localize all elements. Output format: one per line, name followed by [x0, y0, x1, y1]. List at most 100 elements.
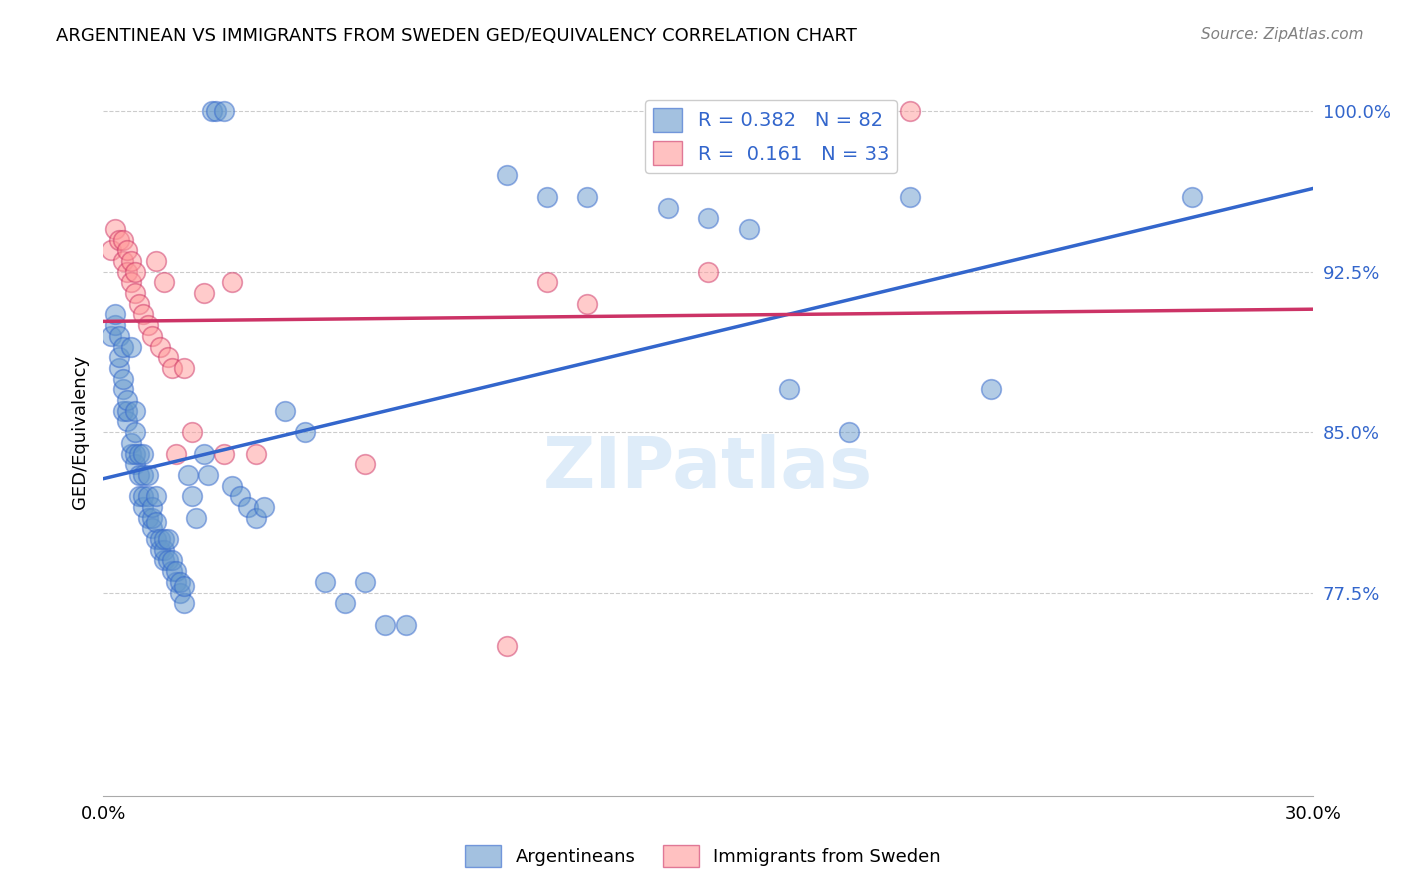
- Point: [354, 457, 377, 471]
- Point: [136, 318, 159, 333]
- Point: [152, 532, 174, 546]
- Point: [104, 308, 127, 322]
- Point: [184, 510, 207, 524]
- Point: [160, 553, 183, 567]
- Point: [395, 617, 418, 632]
- Point: [124, 403, 146, 417]
- Point: [112, 372, 135, 386]
- Point: [169, 574, 191, 589]
- Point: [354, 574, 377, 589]
- Point: [173, 596, 195, 610]
- Point: [697, 265, 720, 279]
- Point: [141, 510, 163, 524]
- Point: [152, 276, 174, 290]
- Point: [145, 489, 167, 503]
- Point: [1181, 190, 1204, 204]
- Point: [141, 521, 163, 535]
- Point: [245, 446, 267, 460]
- Point: [374, 617, 396, 632]
- Point: [576, 297, 599, 311]
- Point: [152, 553, 174, 567]
- Point: [898, 104, 921, 119]
- Point: [778, 383, 800, 397]
- Point: [245, 510, 267, 524]
- Point: [132, 308, 155, 322]
- Point: [495, 169, 517, 183]
- Point: [838, 425, 860, 439]
- Point: [156, 532, 179, 546]
- Point: [152, 542, 174, 557]
- Point: [120, 254, 142, 268]
- Point: [117, 403, 139, 417]
- Point: [160, 564, 183, 578]
- Point: [100, 244, 122, 258]
- Point: [294, 425, 316, 439]
- Point: [145, 254, 167, 268]
- Point: [156, 553, 179, 567]
- Point: [117, 244, 139, 258]
- Point: [193, 446, 215, 460]
- Point: [141, 329, 163, 343]
- Point: [160, 361, 183, 376]
- Point: [229, 489, 252, 503]
- Point: [333, 596, 356, 610]
- Point: [173, 579, 195, 593]
- Point: [145, 532, 167, 546]
- Point: [180, 425, 202, 439]
- Point: [149, 542, 172, 557]
- Point: [108, 329, 131, 343]
- Point: [112, 254, 135, 268]
- Point: [112, 233, 135, 247]
- Point: [136, 510, 159, 524]
- Point: [117, 265, 139, 279]
- Point: [149, 532, 172, 546]
- Point: [124, 457, 146, 471]
- Point: [132, 467, 155, 482]
- Point: [536, 276, 558, 290]
- Point: [117, 392, 139, 407]
- Point: [205, 104, 228, 119]
- Point: [128, 467, 150, 482]
- Point: [136, 489, 159, 503]
- Point: [238, 500, 260, 514]
- Point: [169, 585, 191, 599]
- Point: [180, 489, 202, 503]
- Point: [117, 414, 139, 428]
- Point: [145, 515, 167, 529]
- Point: [132, 446, 155, 460]
- Point: [165, 446, 187, 460]
- Point: [112, 403, 135, 417]
- Point: [149, 340, 172, 354]
- Point: [136, 467, 159, 482]
- Legend: Argentineans, Immigrants from Sweden: Argentineans, Immigrants from Sweden: [458, 838, 948, 874]
- Point: [120, 446, 142, 460]
- Point: [536, 190, 558, 204]
- Point: [132, 500, 155, 514]
- Point: [212, 104, 235, 119]
- Point: [128, 446, 150, 460]
- Text: ZIPatlas: ZIPatlas: [543, 434, 873, 503]
- Point: [221, 478, 243, 492]
- Point: [165, 564, 187, 578]
- Point: [104, 222, 127, 236]
- Legend: R = 0.382   N = 82, R =  0.161   N = 33: R = 0.382 N = 82, R = 0.161 N = 33: [645, 100, 897, 173]
- Point: [108, 351, 131, 365]
- Point: [495, 639, 517, 653]
- Point: [273, 403, 295, 417]
- Point: [193, 286, 215, 301]
- Point: [197, 467, 219, 482]
- Point: [128, 297, 150, 311]
- Point: [697, 211, 720, 226]
- Point: [124, 425, 146, 439]
- Point: [108, 361, 131, 376]
- Point: [221, 276, 243, 290]
- Point: [576, 190, 599, 204]
- Point: [124, 265, 146, 279]
- Point: [120, 340, 142, 354]
- Point: [156, 351, 179, 365]
- Point: [100, 329, 122, 343]
- Point: [112, 340, 135, 354]
- Point: [980, 383, 1002, 397]
- Point: [108, 233, 131, 247]
- Point: [737, 222, 759, 236]
